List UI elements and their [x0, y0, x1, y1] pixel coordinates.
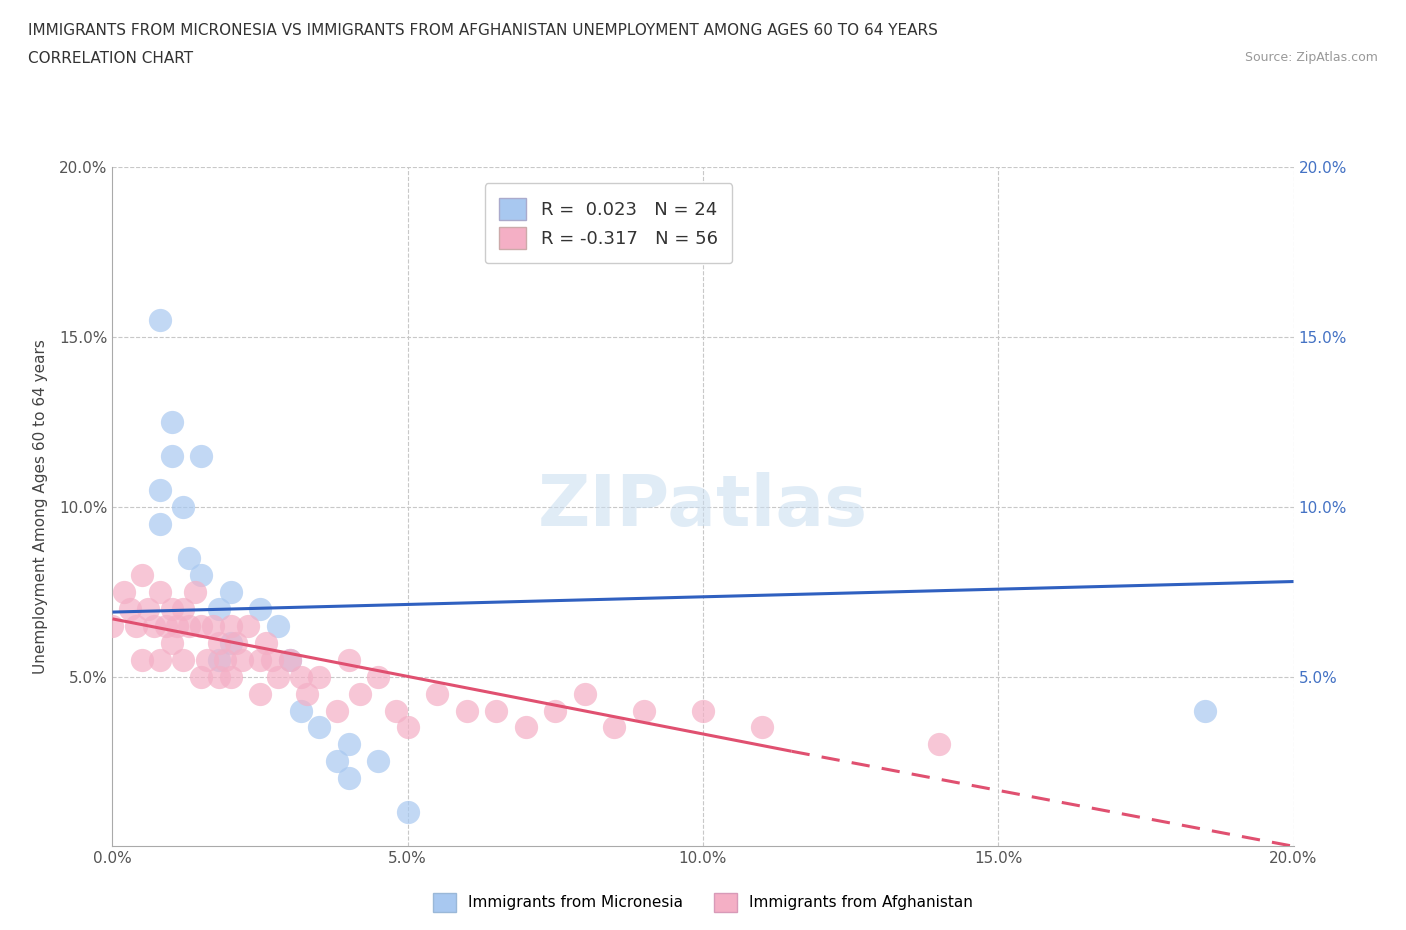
Point: [290, 703, 312, 718]
Point: [190, 448, 212, 463]
Point: [208, 602, 231, 617]
Point: [349, 686, 371, 701]
Point: [219, 584, 242, 599]
Point: [149, 483, 172, 498]
Text: Source: ZipAtlas.com: Source: ZipAtlas.com: [1244, 51, 1378, 64]
Y-axis label: Unemployment Among Ages 60 to 64 years: Unemployment Among Ages 60 to 64 years: [34, 339, 48, 674]
Point: [278, 652, 301, 667]
Point: [225, 635, 247, 650]
Point: [278, 652, 301, 667]
Point: [149, 652, 172, 667]
Point: [172, 652, 194, 667]
Point: [219, 635, 242, 650]
Point: [184, 584, 207, 599]
Point: [136, 602, 159, 617]
Point: [112, 584, 135, 599]
Legend: Immigrants from Micronesia, Immigrants from Afghanistan: Immigrants from Micronesia, Immigrants f…: [427, 887, 979, 918]
Point: [326, 703, 349, 718]
Point: [149, 584, 172, 599]
Point: [254, 635, 277, 650]
Point: [120, 602, 142, 617]
Point: [195, 652, 218, 667]
Point: [172, 499, 194, 514]
Point: [297, 686, 319, 701]
Point: [544, 703, 567, 718]
Point: [456, 703, 478, 718]
Point: [172, 602, 194, 617]
Point: [101, 618, 124, 633]
Point: [160, 602, 183, 617]
Text: ZIPatlas: ZIPatlas: [538, 472, 868, 541]
Point: [249, 686, 271, 701]
Point: [208, 652, 231, 667]
Point: [267, 618, 290, 633]
Point: [260, 652, 283, 667]
Point: [190, 618, 212, 633]
Point: [149, 516, 172, 531]
Legend: R =  0.023   N = 24, R = -0.317   N = 56: R = 0.023 N = 24, R = -0.317 N = 56: [485, 183, 733, 263]
Point: [337, 737, 360, 752]
Point: [238, 618, 260, 633]
Point: [308, 670, 330, 684]
Point: [142, 618, 165, 633]
Point: [214, 652, 236, 667]
Point: [155, 618, 177, 633]
Point: [326, 754, 349, 769]
Point: [249, 652, 271, 667]
Point: [190, 670, 212, 684]
Point: [131, 652, 153, 667]
Point: [160, 635, 183, 650]
Point: [267, 670, 290, 684]
Point: [426, 686, 449, 701]
Point: [692, 703, 714, 718]
Point: [308, 720, 330, 735]
Point: [290, 670, 312, 684]
Text: CORRELATION CHART: CORRELATION CHART: [28, 51, 193, 66]
Point: [160, 415, 183, 430]
Point: [125, 618, 148, 633]
Point: [190, 567, 212, 582]
Point: [337, 652, 360, 667]
Point: [166, 618, 188, 633]
Point: [928, 737, 950, 752]
Point: [149, 312, 172, 327]
Point: [208, 670, 231, 684]
Point: [603, 720, 626, 735]
Point: [396, 720, 419, 735]
Point: [633, 703, 655, 718]
Point: [201, 618, 224, 633]
Point: [179, 618, 201, 633]
Point: [231, 652, 253, 667]
Point: [485, 703, 508, 718]
Point: [131, 567, 153, 582]
Point: [367, 754, 389, 769]
Point: [385, 703, 408, 718]
Point: [160, 448, 183, 463]
Point: [515, 720, 537, 735]
Point: [396, 805, 419, 820]
Point: [337, 771, 360, 786]
Point: [574, 686, 596, 701]
Point: [219, 670, 242, 684]
Point: [751, 720, 773, 735]
Point: [367, 670, 389, 684]
Point: [208, 635, 231, 650]
Point: [219, 618, 242, 633]
Text: IMMIGRANTS FROM MICRONESIA VS IMMIGRANTS FROM AFGHANISTAN UNEMPLOYMENT AMONG AGE: IMMIGRANTS FROM MICRONESIA VS IMMIGRANTS…: [28, 23, 938, 38]
Point: [249, 602, 271, 617]
Point: [1194, 703, 1216, 718]
Point: [179, 551, 201, 565]
